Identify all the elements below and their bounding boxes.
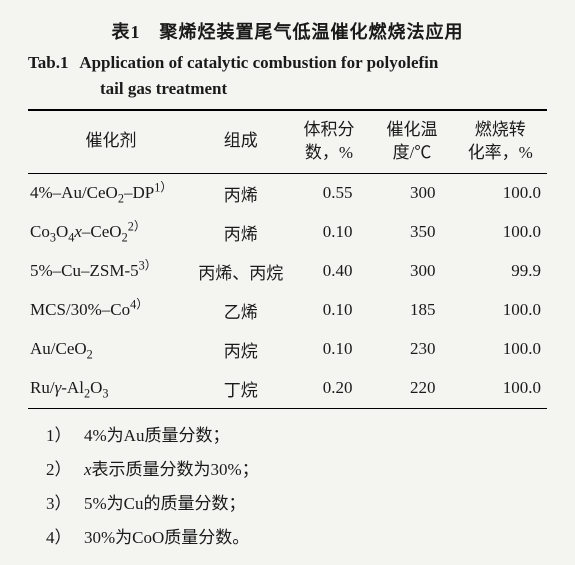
cell-temp: 300 bbox=[371, 252, 454, 291]
cell-conv: 100.0 bbox=[454, 369, 547, 409]
cell-comp: 乙烯 bbox=[194, 291, 287, 330]
cell-comp: 丙烯 bbox=[194, 173, 287, 213]
table-caption-cn: 表1 聚烯烃装置尾气低温催化燃烧法应用 bbox=[28, 18, 547, 44]
footnote-marker: 3） bbox=[46, 487, 84, 521]
cell-vol: 0.10 bbox=[287, 330, 370, 369]
table-row: 4%–Au/CeO2–DP1） 丙烯 0.55 300 100.0 bbox=[28, 173, 547, 213]
table-title-cn: 聚烯烃装置尾气低温催化燃烧法应用 bbox=[160, 22, 464, 42]
cell-temp: 220 bbox=[371, 369, 454, 409]
table-row: 5%–Cu–ZSM-53） 丙烯、丙烷 0.40 300 99.9 bbox=[28, 252, 547, 291]
cell-temp: 230 bbox=[371, 330, 454, 369]
footnote: 3）5%为Cu的质量分数； bbox=[28, 487, 547, 521]
cell-comp: 丙烯、丙烷 bbox=[194, 252, 287, 291]
cell-comp: 丁烷 bbox=[194, 369, 287, 409]
cell-vol: 0.55 bbox=[287, 173, 370, 213]
cell-conv: 99.9 bbox=[454, 252, 547, 291]
footnote: 4）30%为CoO质量分数。 bbox=[28, 521, 547, 555]
table-label-cn: 表1 bbox=[112, 22, 141, 42]
col-header-temp: 催化温度/℃ bbox=[371, 110, 454, 173]
cell-conv: 100.0 bbox=[454, 213, 547, 252]
table-row: Co3O4x–CeO22） 丙烯 0.10 350 100.0 bbox=[28, 213, 547, 252]
table-row: Ru/γ-Al2O3 丁烷 0.20 220 100.0 bbox=[28, 369, 547, 409]
footnote-marker: 2） bbox=[46, 453, 84, 487]
table-title-en-line2: tail gas treatment bbox=[28, 76, 547, 102]
cell-comp: 丙烯 bbox=[194, 213, 287, 252]
cell-conv: 100.0 bbox=[454, 330, 547, 369]
footnote-marker: 4） bbox=[46, 521, 84, 555]
data-table: 催化剂 组成 体积分数，% 催化温度/℃ 燃烧转化率，% 4%–Au/CeO2–… bbox=[28, 109, 547, 409]
cell-temp: 300 bbox=[371, 173, 454, 213]
cell-vol: 0.40 bbox=[287, 252, 370, 291]
cell-conv: 100.0 bbox=[454, 291, 547, 330]
cell-vol: 0.10 bbox=[287, 291, 370, 330]
cell-catalyst: Au/CeO2 bbox=[28, 330, 194, 369]
col-header-comp: 组成 bbox=[194, 110, 287, 173]
cell-catalyst: Ru/γ-Al2O3 bbox=[28, 369, 194, 409]
footnote: 1）4%为Au质量分数； bbox=[28, 419, 547, 453]
footnotes: 1）4%为Au质量分数； 2）x表示质量分数为30%； 3）5%为Cu的质量分数… bbox=[28, 419, 547, 555]
col-header-vol: 体积分数，% bbox=[287, 110, 370, 173]
table-title-en-line1: Application of catalytic combustion for … bbox=[79, 53, 438, 72]
col-header-conv: 燃烧转化率，% bbox=[454, 110, 547, 173]
table-header-row: 催化剂 组成 体积分数，% 催化温度/℃ 燃烧转化率，% bbox=[28, 110, 547, 173]
cell-catalyst: 4%–Au/CeO2–DP1） bbox=[28, 173, 194, 213]
col-header-catalyst: 催化剂 bbox=[28, 110, 194, 173]
footnote: 2）x表示质量分数为30%； bbox=[28, 453, 547, 487]
cell-catalyst: MCS/30%–Co4） bbox=[28, 291, 194, 330]
cell-catalyst: Co3O4x–CeO22） bbox=[28, 213, 194, 252]
table-caption-en: Tab.1 Application of catalytic combustio… bbox=[28, 50, 547, 101]
cell-conv: 100.0 bbox=[454, 173, 547, 213]
footnote-text: 4%为Au质量分数； bbox=[84, 426, 229, 445]
cell-vol: 0.20 bbox=[287, 369, 370, 409]
footnote-text: x表示质量分数为30%； bbox=[84, 460, 259, 479]
cell-catalyst: 5%–Cu–ZSM-53） bbox=[28, 252, 194, 291]
footnote-marker: 1） bbox=[46, 419, 84, 453]
footnote-text: 5%为Cu的质量分数； bbox=[84, 494, 246, 513]
cell-temp: 350 bbox=[371, 213, 454, 252]
footnote-text: 30%为CoO质量分数。 bbox=[84, 528, 249, 547]
cell-vol: 0.10 bbox=[287, 213, 370, 252]
table-label-en: Tab.1 bbox=[28, 50, 76, 76]
table-row: MCS/30%–Co4） 乙烯 0.10 185 100.0 bbox=[28, 291, 547, 330]
cell-temp: 185 bbox=[371, 291, 454, 330]
table-body: 4%–Au/CeO2–DP1） 丙烯 0.55 300 100.0 Co3O4x… bbox=[28, 173, 547, 408]
cell-comp: 丙烷 bbox=[194, 330, 287, 369]
table-row: Au/CeO2 丙烷 0.10 230 100.0 bbox=[28, 330, 547, 369]
